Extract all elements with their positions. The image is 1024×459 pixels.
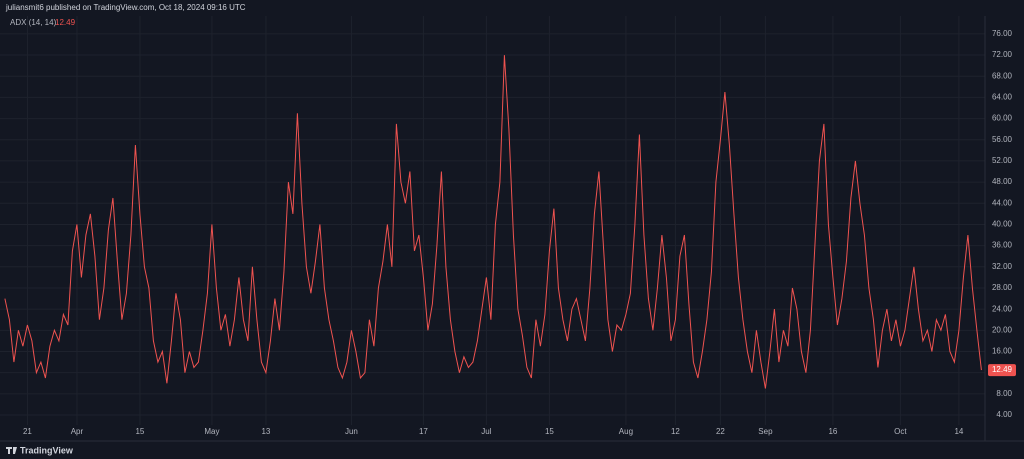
- x-tick-label: 21: [23, 427, 32, 436]
- header: juliansmit6 published on TradingView.com…: [5, 3, 246, 12]
- legend-value: 12.49: [55, 18, 76, 27]
- y-tick-label: 68.00: [992, 71, 1013, 80]
- y-tick-label: 4.00: [996, 410, 1012, 419]
- y-tick-label: 40.00: [992, 220, 1013, 229]
- grid: [0, 16, 985, 425]
- y-tick-label: 60.00: [992, 114, 1013, 123]
- x-tick-label: 22: [716, 427, 725, 436]
- x-tick-label: Sep: [758, 427, 773, 436]
- x-tick-label: Jun: [345, 427, 358, 436]
- x-tick-label: Apr: [71, 427, 84, 436]
- y-tick-label: 16.00: [992, 347, 1013, 356]
- y-tick-label: 56.00: [992, 135, 1013, 144]
- x-tick-label: 14: [954, 427, 963, 436]
- footer-brand: TradingView: [20, 445, 74, 455]
- last-value-badge: [988, 364, 1016, 377]
- x-tick-label: 13: [261, 427, 270, 436]
- y-tick-label: 44.00: [992, 198, 1013, 207]
- y-tick-label: 36.00: [992, 241, 1013, 250]
- y-tick-label: 72.00: [992, 50, 1013, 59]
- x-tick-label: Oct: [894, 427, 907, 436]
- y-tick-label: 32.00: [992, 262, 1013, 271]
- last-value-label: 12.49: [992, 365, 1013, 374]
- line: [4, 55, 982, 389]
- y-tick-label: 28.00: [992, 283, 1013, 292]
- y-tick-label: 20.00: [992, 325, 1013, 334]
- x-tick-label: May: [204, 427, 219, 436]
- y-tick-label: 24.00: [992, 304, 1013, 313]
- x-tick-label: 16: [828, 427, 837, 436]
- y-tick-label: 48.00: [992, 177, 1013, 186]
- x-tick-label: Aug: [619, 427, 633, 436]
- legend-name: ADX (14, 14): [10, 18, 57, 27]
- y-tick-label: 76.00: [992, 29, 1013, 38]
- y-tick-label: 8.00: [996, 389, 1012, 398]
- x-tick-label: 15: [135, 427, 144, 436]
- x-tick-label: 17: [419, 427, 428, 436]
- x-tick-label: 12: [671, 427, 680, 436]
- x-tick-label: 15: [545, 427, 554, 436]
- x-tick-label: Jul: [481, 427, 491, 436]
- logo-icon: [6, 447, 17, 454]
- y-tick-label: 52.00: [992, 156, 1013, 165]
- y-tick-label: 64.00: [992, 93, 1013, 102]
